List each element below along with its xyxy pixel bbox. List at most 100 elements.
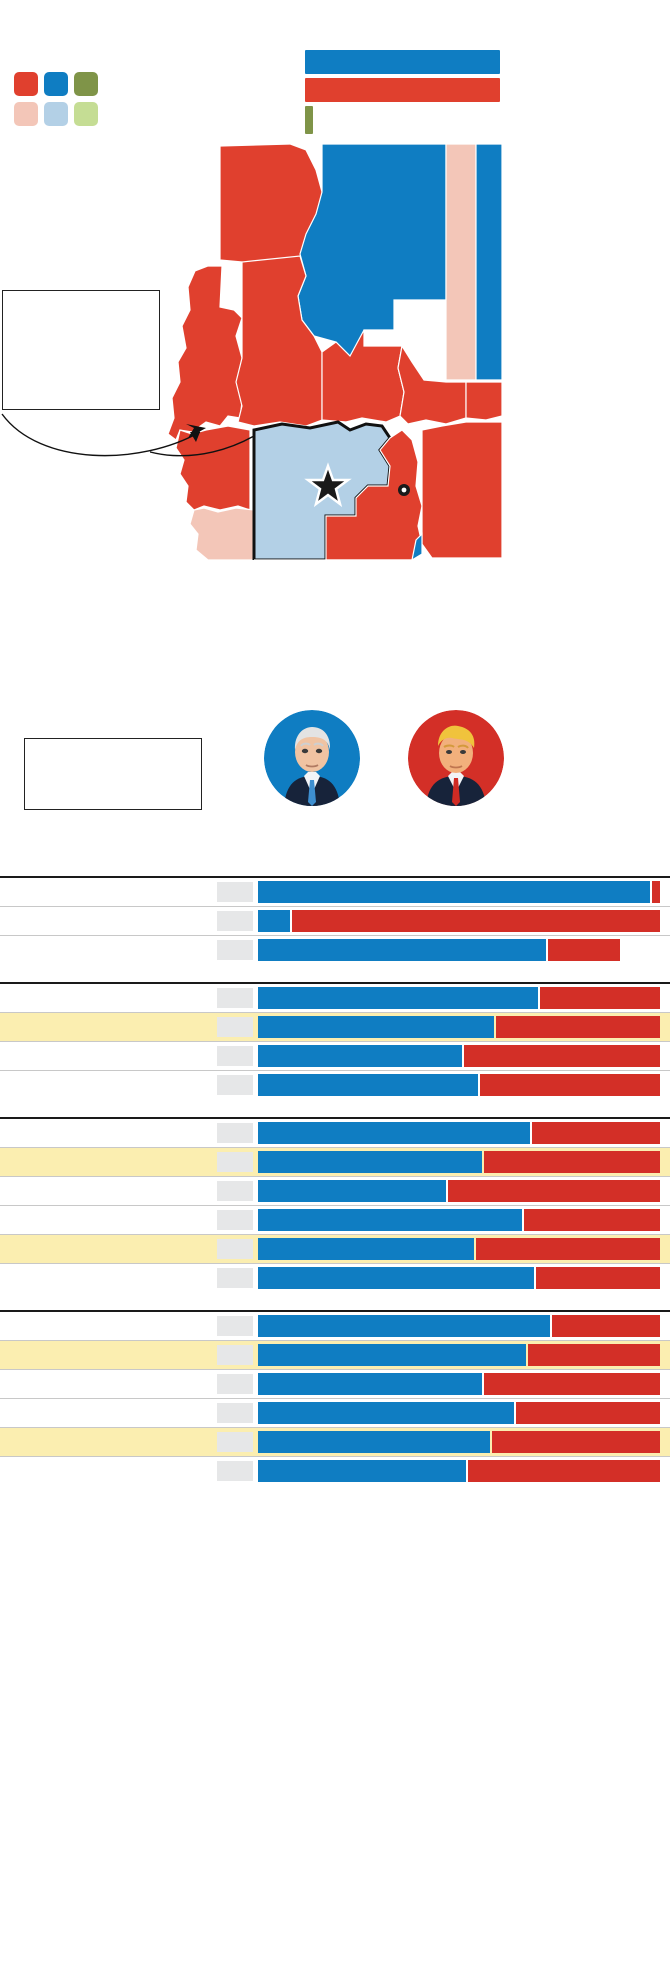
row-label: [0, 1312, 215, 1340]
bar-segment-rep: [292, 910, 660, 932]
row-separator: [0, 1070, 670, 1071]
table-row[interactable]: [0, 1428, 670, 1456]
row-separator: [0, 1427, 670, 1428]
row-label: [0, 1457, 215, 1485]
group-separator: [0, 1117, 670, 1119]
bar-segment-rep: [496, 1016, 660, 1038]
table-row[interactable]: [0, 1206, 670, 1234]
row-value-chip: [217, 988, 253, 1008]
summary-bar-other: [305, 106, 313, 134]
row-label: [0, 1013, 215, 1041]
table-row[interactable]: [0, 1177, 670, 1205]
map-callout-box: [2, 290, 160, 410]
bar-segment-dem: [258, 1460, 466, 1482]
row-bar-track: [258, 910, 670, 932]
row-bar-track: [258, 1373, 670, 1395]
row-bar-track: [258, 1180, 670, 1202]
avatar-rep-candidate[interactable]: [408, 710, 504, 806]
results-table: [0, 876, 670, 1503]
table-row[interactable]: [0, 1013, 670, 1041]
row-bar-track: [258, 1074, 670, 1096]
bar-segment-dem: [258, 1045, 462, 1067]
bar-segment-rep: [536, 1267, 660, 1289]
table-row[interactable]: [0, 1457, 670, 1485]
row-separator: [0, 1263, 670, 1264]
table-row[interactable]: [0, 936, 670, 964]
row-label: [0, 1119, 215, 1147]
row-separator: [0, 935, 670, 936]
capital-star-icon: [304, 462, 352, 508]
avatar-dem-candidate[interactable]: [264, 710, 360, 806]
row-label: [0, 936, 215, 964]
county-la-paz: [175, 425, 251, 511]
row-label: [0, 1235, 215, 1263]
table-row[interactable]: [0, 1042, 670, 1070]
row-bar-track: [258, 1460, 670, 1482]
arizona-county-map[interactable]: [150, 130, 515, 560]
row-label: [0, 1071, 215, 1099]
county-pima: [254, 532, 423, 560]
row-value-chip: [217, 1075, 253, 1095]
table-row[interactable]: [0, 1312, 670, 1340]
result-group: [0, 1117, 670, 1310]
row-separator: [0, 1369, 670, 1370]
row-label: [0, 907, 215, 935]
row-label: [0, 1428, 215, 1456]
row-label: [0, 1370, 215, 1398]
county-apache: [475, 143, 503, 381]
row-separator: [0, 1205, 670, 1206]
row-bar-track: [258, 1431, 670, 1453]
county-coconino: [297, 143, 447, 357]
row-bar-track: [258, 1267, 670, 1289]
row-bar-track: [258, 1402, 670, 1424]
row-separator: [0, 1176, 670, 1177]
table-row[interactable]: [0, 1119, 670, 1147]
bar-segment-rep: [464, 1045, 660, 1067]
row-separator: [0, 1012, 670, 1013]
bar-segment-dem: [258, 1402, 514, 1424]
row-value-chip: [217, 1181, 253, 1201]
group-separator: [0, 982, 670, 984]
bar-segment-dem: [258, 1267, 534, 1289]
bar-segment-rep: [516, 1402, 660, 1424]
row-value-chip: [217, 1403, 253, 1423]
row-value-chip: [217, 1374, 253, 1394]
row-value-chip: [217, 1268, 253, 1288]
county-yavapai: [235, 255, 323, 427]
bar-segment-rep: [484, 1373, 660, 1395]
table-row[interactable]: [0, 1370, 670, 1398]
row-separator: [0, 1340, 670, 1341]
table-row[interactable]: [0, 1341, 670, 1369]
row-label: [0, 878, 215, 906]
group-spacer: [0, 1485, 670, 1503]
table-row[interactable]: [0, 1071, 670, 1099]
row-bar-track: [258, 1151, 670, 1173]
row-bar-track: [258, 1045, 670, 1067]
table-row[interactable]: [0, 1235, 670, 1263]
group-spacer: [0, 1099, 670, 1117]
result-group: [0, 876, 670, 982]
legend: [14, 72, 106, 132]
group-separator: [0, 876, 670, 878]
row-label: [0, 1148, 215, 1176]
bar-segment-dem: [258, 1151, 482, 1173]
table-row[interactable]: [0, 1264, 670, 1292]
row-bar-track: [258, 1209, 670, 1231]
table-row[interactable]: [0, 1399, 670, 1427]
county-pinal: [325, 429, 423, 560]
table-row[interactable]: [0, 984, 670, 1012]
row-label: [0, 1341, 215, 1369]
summary-bar-dem: [305, 50, 500, 74]
legend-swatch-rep-strong: [14, 72, 38, 96]
table-row[interactable]: [0, 907, 670, 935]
bar-segment-dem: [258, 881, 650, 903]
legend-row-strong: [14, 72, 106, 96]
table-row[interactable]: [0, 878, 670, 906]
bar-segment-dem: [258, 1074, 478, 1096]
bar-segment-rep: [524, 1209, 660, 1231]
county-graham: [397, 344, 467, 425]
table-row[interactable]: [0, 1148, 670, 1176]
row-label: [0, 1206, 215, 1234]
legend-swatch-other-strong: [74, 72, 98, 96]
bar-segment-dem: [258, 1315, 550, 1337]
